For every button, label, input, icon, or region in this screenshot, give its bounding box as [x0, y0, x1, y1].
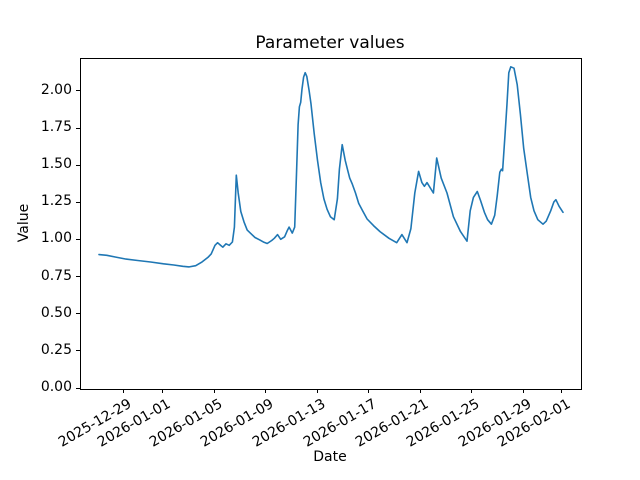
- line-series: [98, 66, 564, 268]
- y-tick-mark: [76, 90, 80, 92]
- x-tick-mark: [471, 389, 473, 393]
- y-tick-mark: [76, 127, 80, 129]
- y-tick-label: 0.00: [40, 379, 72, 395]
- y-tick-label: 1.00: [40, 230, 72, 247]
- y-tick-label: 2.00: [40, 81, 72, 98]
- y-tick-label: 0.75: [40, 267, 72, 284]
- y-tick-label: 0.50: [40, 304, 72, 321]
- x-tick-mark: [213, 389, 215, 393]
- x-tick-mark: [368, 389, 370, 393]
- y-tick-mark: [76, 201, 80, 203]
- y-tick-mark: [76, 276, 80, 278]
- y-tick-mark: [76, 164, 80, 166]
- plot-area: [80, 58, 582, 390]
- x-tick-mark: [123, 389, 125, 393]
- y-tick-mark: [76, 238, 80, 240]
- y-tick-label: 0.25: [40, 341, 72, 358]
- x-tick-mark: [419, 389, 421, 393]
- x-tick-mark: [522, 389, 524, 393]
- x-tick-mark: [561, 389, 563, 393]
- x-axis-label: Date: [313, 449, 347, 465]
- y-tick-label: 1.25: [40, 193, 72, 210]
- chart-title: Parameter values: [255, 33, 405, 53]
- y-tick-mark: [76, 387, 80, 389]
- x-tick-mark: [265, 389, 267, 393]
- y-tick-mark: [76, 350, 80, 352]
- x-tick-mark: [316, 389, 318, 393]
- parameter-line: [98, 66, 564, 268]
- x-tick-mark: [161, 389, 163, 393]
- y-tick-label: 1.75: [40, 119, 72, 136]
- y-tick-mark: [76, 313, 80, 315]
- y-tick-label: 1.50: [40, 156, 72, 173]
